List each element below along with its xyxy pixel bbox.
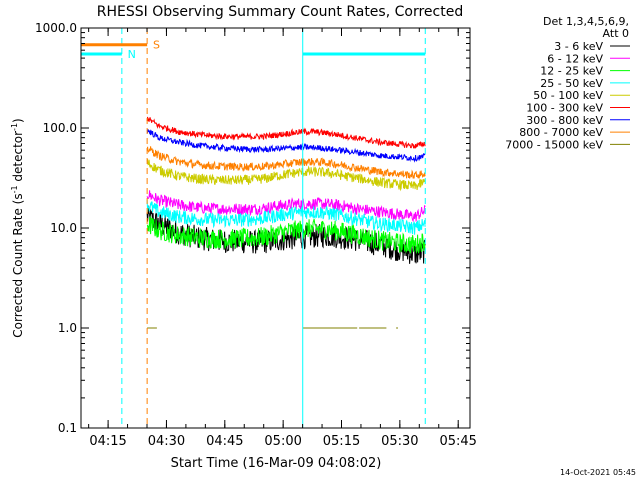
legend-label-6: 300 - 800 keV [526, 114, 603, 127]
legend-label-4: 50 - 100 keV [533, 89, 603, 102]
series-line-4 [146, 159, 426, 192]
x-tick-label-6: 05:45 [439, 434, 476, 449]
y-axis-label-sup2: -1 [10, 123, 19, 131]
chart-title: RHESSI Observing Summary Count Rates, Co… [97, 4, 463, 20]
legend-header-line-2: Att 0 [603, 27, 629, 40]
y-tick-label-2: 10.0 [50, 221, 77, 235]
x-axis-label: Start Time (16-Mar-09 04:08:02) [171, 456, 382, 471]
y-axis-label-end: ) [11, 118, 25, 123]
x-tick-label-5: 05:30 [381, 434, 418, 449]
flag-label-1: S [153, 39, 160, 52]
y-tick-label-4: 0.1 [58, 421, 77, 435]
y-tick-label-1: 100.0 [43, 121, 77, 135]
y-axis-label-sup1: -1 [10, 185, 19, 193]
series-line-7 [146, 146, 426, 179]
series-line-5 [146, 116, 426, 149]
legend-label-3: 25 - 50 keV [540, 77, 603, 90]
x-tick-label-3: 05:00 [264, 434, 301, 449]
y-tick-label-0: 1000.0 [35, 21, 77, 35]
series-line-1 [146, 190, 426, 223]
legend-label-7: 800 - 7000 keV [519, 126, 603, 139]
y-axis-label-mid: detector [11, 131, 25, 186]
x-tick-label-4: 05:15 [323, 434, 360, 449]
legend-label-5: 100 - 300 keV [526, 102, 603, 115]
legend-label-8: 7000 - 15000 keV [505, 138, 603, 151]
x-tick-label-2: 04:45 [206, 434, 243, 449]
y-axis-label-main: Corrected Count Rate (s [11, 193, 25, 337]
y-tick-label-3: 1.0 [58, 321, 77, 335]
footer-timestamp: 14-Oct-2021 05:45 [560, 468, 636, 477]
data-layer: NS [81, 28, 426, 428]
x-tick-label-1: 04:30 [148, 434, 185, 449]
legend-header-line-1: Det 1,3,4,5,6,9, [543, 15, 629, 28]
legend-label-1: 6 - 12 keV [547, 52, 603, 65]
x-tick-label-0: 04:15 [89, 434, 126, 449]
flag-label-0: N [128, 48, 136, 61]
legend-label-2: 12 - 25 keV [540, 65, 603, 78]
series-line-6 [146, 129, 426, 163]
y-axis-label: Corrected Count Rate (s-1 detector-1) [10, 118, 25, 337]
ticks-layer: 1000.0 100.0 10.0 1.0 0.1 04:15 04:30 04:45 05:0… [35, 21, 477, 449]
legend-label-0: 3 - 6 keV [554, 40, 603, 53]
series-line-2 [146, 215, 426, 255]
series-line-3 [146, 199, 426, 235]
